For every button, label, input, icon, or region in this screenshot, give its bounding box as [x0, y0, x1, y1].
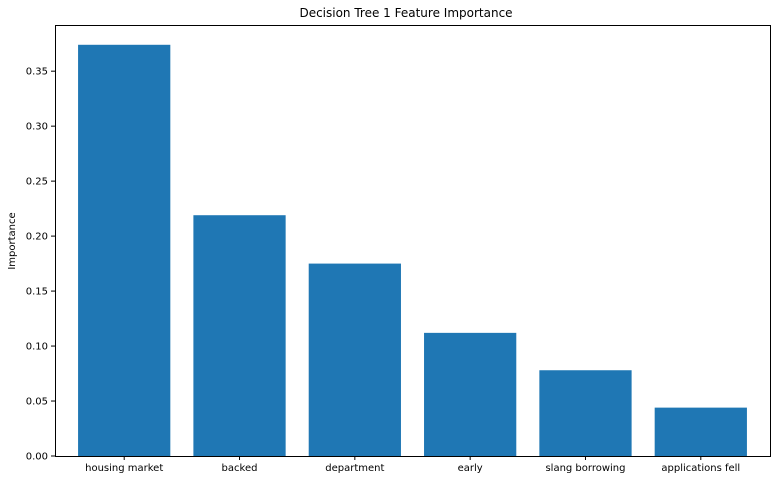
bar-department	[308, 263, 401, 456]
x-tick-label: backed	[222, 463, 258, 474]
bar-backed	[193, 215, 286, 456]
bar-slang-borrowing	[539, 370, 632, 456]
bar-applications-fell	[654, 407, 747, 456]
y-tick-label: 0.00	[26, 452, 48, 463]
y-tick-label: 0.20	[26, 232, 48, 243]
x-tick-label: applications fell	[661, 463, 740, 474]
y-tick-label: 0.15	[26, 287, 48, 298]
bar-housing-market	[78, 44, 171, 456]
x-tick-label: housing market	[85, 463, 163, 474]
y-tick-label: 0.35	[26, 67, 48, 78]
y-tick-label: 0.30	[26, 122, 48, 133]
y-tick-label: 0.05	[26, 397, 48, 408]
x-tick-label: department	[325, 463, 384, 474]
y-axis-label: Importance	[7, 212, 18, 269]
bars-group	[78, 44, 747, 456]
x-tick-label: slang borrowing	[545, 463, 625, 474]
x-tick-label: early	[458, 463, 483, 474]
chart-title: Decision Tree 1 Feature Importance	[299, 6, 512, 20]
y-ticks-group: 0.00 0.05 0.10 0.15 0.20 0.25 0.30 0.35	[26, 67, 55, 463]
plot-frame	[55, 25, 771, 457]
x-ticks-group: housing market backed department early slang…	[85, 456, 740, 474]
y-tick-label: 0.10	[26, 342, 48, 353]
bar-early	[424, 332, 517, 456]
y-tick-label: 0.25	[26, 177, 48, 188]
